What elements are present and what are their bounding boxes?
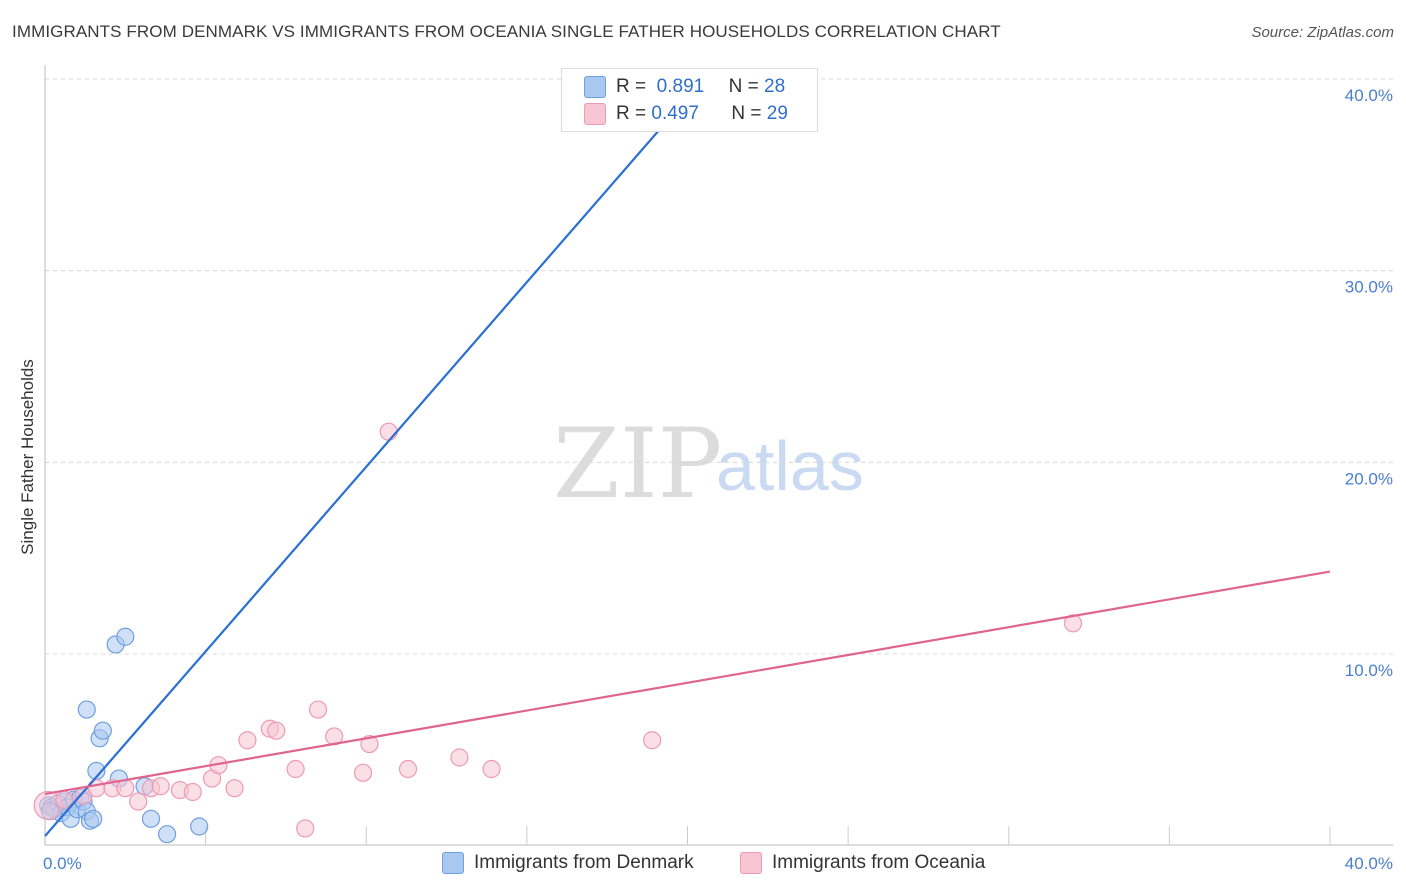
y-tick-label: 10.0% [1345, 661, 1393, 680]
data-point-oceania[interactable] [267, 721, 286, 740]
chart-title: IMMIGRANTS FROM DENMARK VS IMMIGRANTS FR… [12, 22, 1001, 41]
legend-label-denmark: Immigrants from Denmark [474, 852, 694, 873]
data-point-denmark[interactable] [157, 825, 177, 844]
x-tick-label: 40.0% [1345, 854, 1393, 873]
data-point-denmark[interactable] [141, 809, 161, 828]
source-credit: Source: ZipAtlas.com [1251, 24, 1394, 41]
data-point-oceania[interactable] [225, 779, 244, 798]
n-value-oceania: 29 [766, 103, 788, 124]
data-point-oceania[interactable] [308, 700, 328, 719]
data-point-oceania[interactable] [482, 759, 501, 779]
n-value-denmark: 28 [764, 76, 786, 97]
stats-row-denmark: R = 0.891 N = 28 [584, 75, 786, 99]
r-value-oceania: 0.497 [651, 103, 699, 124]
data-point-oceania[interactable] [129, 792, 148, 811]
data-point-oceania[interactable] [643, 731, 662, 750]
data-point-oceania[interactable] [398, 759, 418, 779]
r-label: R = [616, 76, 657, 97]
trend-line-denmark [44, 78, 705, 837]
y-tick-label: 30.0% [1345, 278, 1393, 297]
data-point-oceania[interactable] [296, 819, 315, 838]
data-point-oceania[interactable] [116, 779, 135, 798]
x-tick-label: 0.0% [43, 854, 82, 873]
data-point-oceania[interactable] [360, 734, 379, 754]
y-tick-label: 20.0% [1345, 469, 1393, 488]
watermark-atlas: atlas [716, 427, 864, 505]
legend-swatch-denmark [442, 852, 464, 874]
legend-item-denmark[interactable]: Immigrants from Denmark [442, 852, 694, 874]
data-point-denmark[interactable] [77, 700, 96, 719]
r-label: R = [616, 103, 652, 124]
data-point-denmark[interactable] [190, 817, 209, 836]
data-point-denmark[interactable] [116, 627, 135, 646]
data-point-oceania[interactable] [238, 731, 257, 750]
data-point-oceania[interactable] [286, 759, 305, 779]
data-point-oceania[interactable] [379, 422, 398, 441]
legend-item-oceania[interactable]: Immigrants from Oceania [740, 852, 985, 874]
trend-line-oceania [44, 570, 1331, 796]
data-point-oceania[interactable] [183, 782, 202, 802]
data-point-oceania[interactable] [1063, 614, 1083, 633]
stats-swatch-denmark [584, 76, 606, 98]
n-label: N = [731, 103, 767, 124]
data-point-denmark[interactable] [93, 721, 112, 740]
stats-row-oceania: R = 0.497 N = 29 [584, 102, 788, 126]
data-point-oceania[interactable] [450, 748, 469, 767]
stats-box: R = 0.891 N = 28 R = 0.497 N = 29 [561, 68, 818, 132]
stats-swatch-oceania [584, 103, 606, 125]
legend: Immigrants from Denmark Immigrants from … [0, 852, 1406, 878]
legend-swatch-oceania [740, 852, 762, 874]
watermark-zip: ZIP [553, 408, 723, 520]
data-point-denmark[interactable] [84, 809, 103, 828]
y-tick-label: 40.0% [1345, 86, 1393, 105]
data-point-oceania[interactable] [353, 763, 373, 782]
data-point-oceania[interactable] [151, 777, 170, 796]
n-label: N = [728, 76, 765, 97]
legend-label-oceania: Immigrants from Oceania [772, 852, 986, 873]
r-value-denmark: 0.891 [656, 76, 705, 97]
